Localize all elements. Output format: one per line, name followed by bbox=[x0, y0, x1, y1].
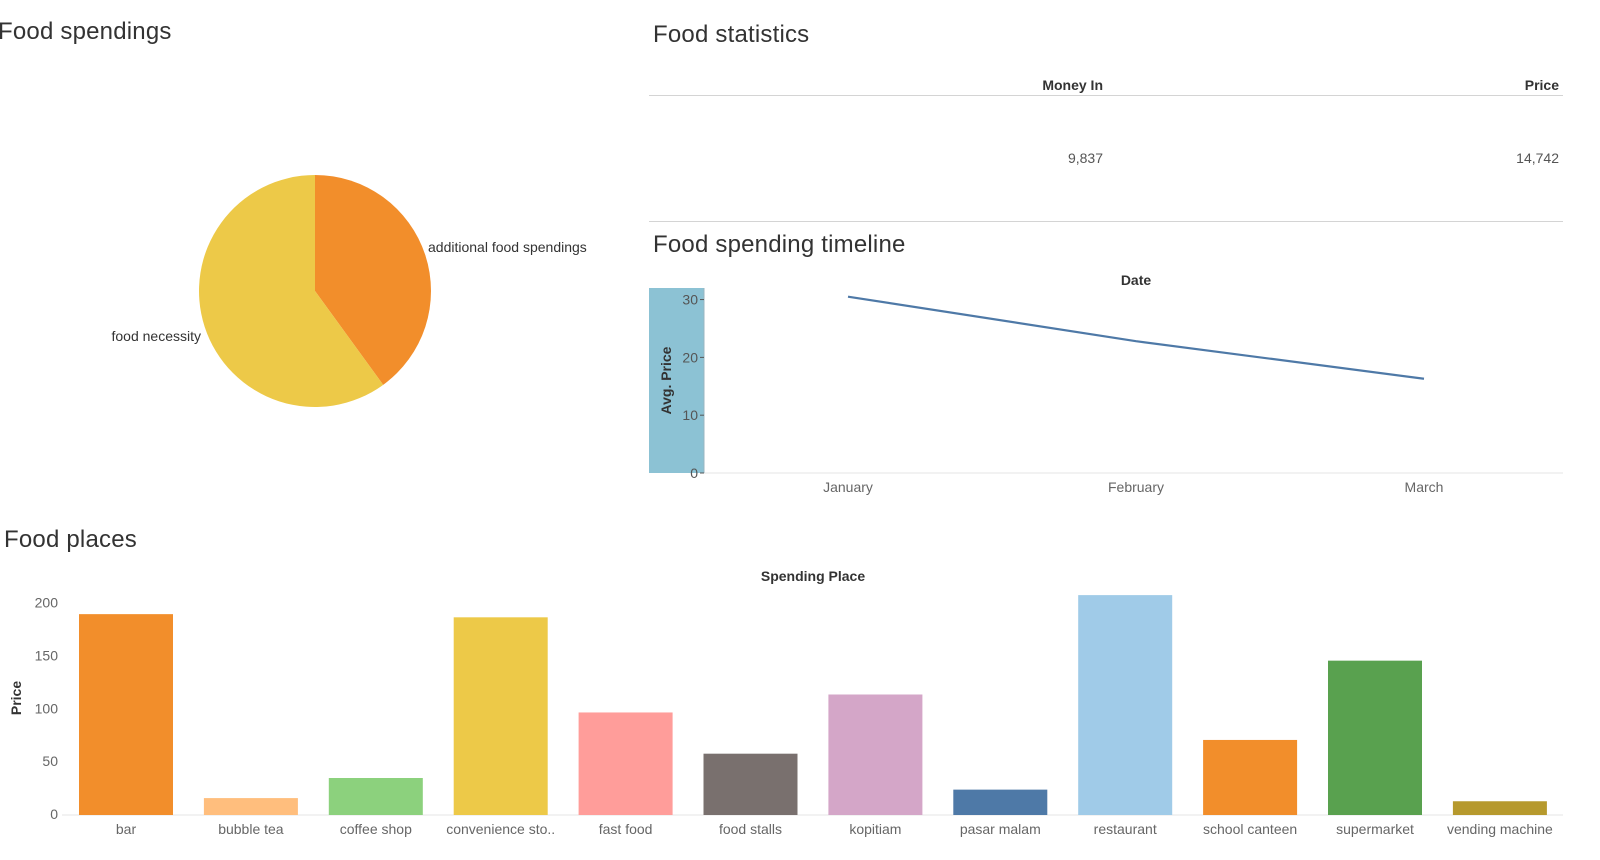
line-x-tick-label: February bbox=[1108, 479, 1164, 495]
stat-header-price: Price bbox=[1524, 77, 1559, 93]
pie-label-additional-food-spendings: additional food spendings bbox=[428, 239, 587, 255]
bar-coffee-shop bbox=[328, 778, 423, 815]
bar-y-tick-label: 50 bbox=[42, 753, 58, 769]
bar-label-food-stalls: food stalls bbox=[719, 821, 782, 837]
bar-bubble-tea bbox=[203, 798, 298, 815]
line-x-axis-title: Date bbox=[1121, 272, 1152, 288]
bar-kopitiam bbox=[828, 694, 923, 815]
line-y-axis-band bbox=[649, 288, 704, 473]
bar-supermarket bbox=[1328, 660, 1422, 815]
line-y-tick-label: 0 bbox=[690, 465, 698, 481]
food-spendings-title: Food spendings bbox=[0, 18, 172, 45]
bar-label-school-canteen: school canteen bbox=[1203, 821, 1297, 837]
stat-value-price: 14,742 bbox=[1516, 150, 1559, 166]
stat-bottom-divider bbox=[649, 221, 1563, 222]
line-y-axis-title: Avg. Price bbox=[658, 346, 674, 414]
bar-bar bbox=[79, 614, 173, 815]
food-statistics-title: Food statistics bbox=[653, 21, 810, 48]
bar-label-kopitiam: kopitiam bbox=[849, 821, 901, 837]
bar-vending-machine bbox=[1452, 801, 1547, 815]
line-y-tick-label: 20 bbox=[682, 349, 698, 365]
bar-label-coffee-shop: coffee shop bbox=[340, 821, 412, 837]
pie-slice-additional-food-spendings bbox=[315, 175, 431, 385]
line-y-tick-label: 10 bbox=[682, 407, 698, 423]
line-series bbox=[847, 295, 1425, 380]
bar-fast-food bbox=[578, 712, 673, 815]
stat-value-money-in: 9,837 bbox=[1067, 150, 1103, 166]
pie-label-food-necessity: food necessity bbox=[112, 328, 202, 344]
bar-food-stalls bbox=[703, 753, 798, 815]
pie-slice-food-necessity bbox=[198, 175, 384, 407]
bar-label-fast-food: fast food bbox=[599, 821, 653, 837]
stat-header-divider bbox=[649, 95, 1563, 96]
bar-label-vending-machine: vending machine bbox=[1447, 821, 1553, 837]
bar-y-tick-label: 0 bbox=[50, 806, 58, 822]
bar-label-bar: bar bbox=[116, 821, 137, 837]
bar-label-convenience-sto: convenience sto.. bbox=[446, 821, 555, 837]
bar-label-bubble-tea: bubble tea bbox=[218, 821, 284, 837]
bar-x-axis-title: Spending Place bbox=[761, 568, 865, 584]
bar-y-tick-label: 150 bbox=[35, 647, 59, 663]
food-places-title: Food places bbox=[4, 526, 137, 553]
stat-header-money-in: Money In bbox=[1042, 77, 1103, 93]
bar-label-supermarket: supermarket bbox=[1336, 821, 1414, 837]
bar-y-axis-title: Price bbox=[8, 681, 24, 715]
bar-y-tick-label: 100 bbox=[35, 700, 59, 716]
bar-pasar-malam bbox=[953, 789, 1048, 815]
line-x-tick-label: March bbox=[1405, 479, 1444, 495]
bar-label-restaurant: restaurant bbox=[1094, 821, 1157, 837]
bar-label-pasar-malam: pasar malam bbox=[960, 821, 1041, 837]
food-spending-timeline-title: Food spending timeline bbox=[653, 231, 906, 258]
bar-convenience-sto bbox=[453, 617, 548, 815]
bar-restaurant bbox=[1078, 595, 1173, 815]
line-y-tick-label: 30 bbox=[682, 292, 698, 308]
bar-y-tick-label: 200 bbox=[35, 595, 59, 611]
line-x-tick-label: January bbox=[823, 479, 873, 495]
bar-school-canteen bbox=[1203, 739, 1298, 815]
